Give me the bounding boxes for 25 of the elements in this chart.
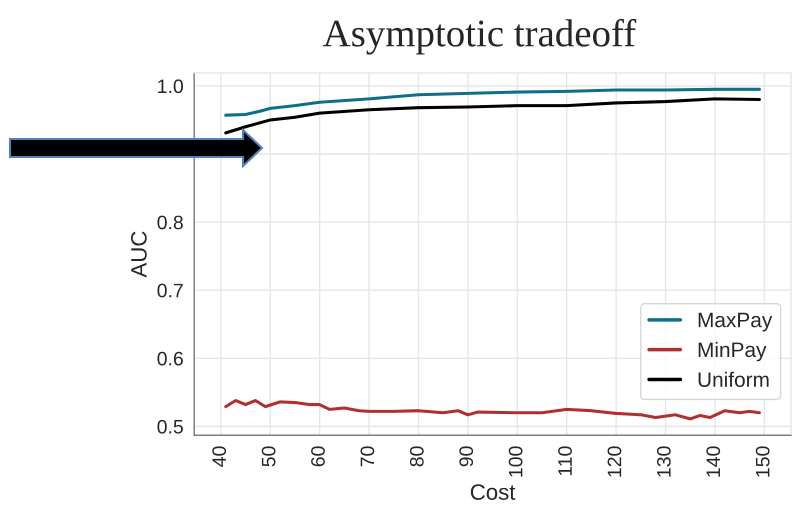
x-tick-label: 60: [311, 446, 325, 466]
x-tick-label: 120: [608, 446, 622, 477]
y-tick-label: 0.8: [157, 216, 183, 230]
x-tick-label: 40: [212, 446, 226, 467]
x-tick-label: 90: [459, 446, 474, 466]
line-series: [224, 398, 761, 420]
y-axis-title: AUC: [131, 231, 147, 278]
legend-label: MinPay: [698, 342, 766, 362]
x-tick-label: 150: [756, 446, 770, 477]
x-tick-label: 130: [656, 446, 671, 477]
y-tick-label: 0.7: [157, 284, 183, 298]
legend-label: Uniform: [698, 372, 769, 387]
x-tick-label: 100: [508, 446, 523, 477]
legend-label: MaxPay: [698, 312, 772, 332]
x-tick-label: 140: [706, 446, 720, 477]
x-axis-title: Cost: [470, 484, 516, 500]
y-tick-label: 0.5: [157, 420, 183, 434]
x-tick-label: 110: [558, 446, 572, 476]
chart-title: Asymptotic tradeoff: [322, 18, 636, 55]
y-tick-label: 1.0: [158, 79, 183, 94]
x-tick-label: 80: [410, 446, 424, 466]
x-tick-label: 70: [360, 446, 374, 466]
x-tick-label: 50: [262, 446, 276, 466]
y-tick-label: 0.6: [157, 352, 183, 366]
line-series: [224, 88, 761, 117]
